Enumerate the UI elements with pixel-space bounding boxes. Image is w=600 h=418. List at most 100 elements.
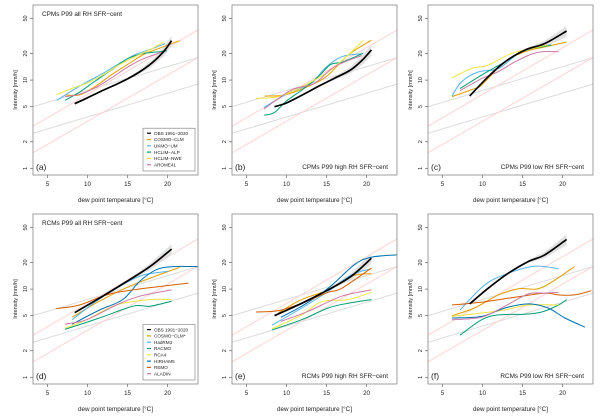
x-tick-label: 10 [283,181,290,188]
series-line-obs-1991-2020 [274,49,373,108]
series-line-arome41 [459,50,559,92]
panel-title: CPMs P99 all RH SFR−cent [42,11,122,18]
obs-uncertainty-band [469,26,567,97]
legend-entry: ALADIN [154,371,171,376]
plot-frame [427,213,594,385]
y-tick-label: 10 [418,77,424,83]
x-tick-label: 20 [164,181,171,188]
y-tick-label: 20 [23,50,29,56]
series-line-racmo [64,300,172,330]
reference-line [232,238,397,336]
y-tick-label: 5 [418,105,424,108]
x-axis-label: dew point temperature [°C] [78,196,153,204]
y-tick-label: 10 [222,77,228,83]
panel-label: (c) [431,162,441,172]
reference-line [33,266,198,363]
legend-entry: UKMO−UM [154,144,178,149]
series-line-remo [451,290,592,306]
y-axis-label: Intensity [mm/h] [408,279,414,319]
plot-frame [231,4,398,176]
legend-box [142,324,196,381]
series-line-hclim-nwe [255,39,364,99]
series-line-arome41 [263,55,362,110]
reference-line [232,57,397,108]
legend-entry: OBS 1991−2020 [154,327,189,332]
panel-c: 5 10 15 20 1 2 5 10 20 50 dew point temperature [°… [408,4,594,204]
y-axis-label: Intensity [mm/h] [212,70,218,110]
x-axis-label: dew point temperature [°C] [473,196,548,204]
reference-line [33,266,198,317]
plot-area [33,238,198,363]
x-tick-label: 15 [124,390,131,397]
y-axis-label: Intensity [mm/h] [13,70,19,110]
y-tick-label: 50 [418,15,424,21]
y-tick-label: 50 [418,224,424,230]
panel-title: RCMs P99 low RH SFR−cent [500,373,584,380]
series-line-remo [56,282,189,310]
legend-entry: RACMO [154,346,172,351]
y-tick-label: 50 [222,15,228,21]
legend-entry: COSMO−CLM* [154,334,186,339]
y-tick-label: 5 [23,105,29,108]
series-line-cosmo-clm- [451,266,575,317]
x-tick-label: 5 [46,181,50,188]
panel-d: 5 10 15 20 1 2 5 10 20 50 dew point temperature [°… [13,213,199,413]
series-line-rca4 [271,291,372,330]
y-tick-label: 50 [222,224,228,230]
series-line-hadrm3 [271,268,372,326]
y-axis-label: Intensity [mm/h] [212,279,218,319]
x-tick-label: 20 [363,181,370,188]
x-tick-label: 15 [519,390,526,397]
reference-line [33,238,198,336]
series-line-hclim-nwe [451,44,549,79]
y-tick-label: 20 [23,259,29,265]
y-tick-label: 2 [222,349,228,352]
panel-b: 5 10 15 20 1 2 5 10 20 50 dew point temperature [°… [212,4,398,204]
y-tick-label: 10 [23,77,29,83]
legend-entry: OBS 1991−2020 [154,131,189,136]
x-tick-label: 20 [164,390,171,397]
y-tick-label: 2 [418,140,424,143]
series-line-hirham5 [71,265,198,325]
reference-line [232,29,397,127]
x-tick-label: 5 [245,181,249,188]
plot-area [428,234,593,363]
x-axis-label: dew point temperature [°C] [78,405,153,413]
x-tick-label: 5 [441,390,445,397]
plot-frame [32,4,199,176]
reference-line [232,292,397,343]
panel-title: CPMs P99 high RH SFR−cent [302,164,388,171]
y-tick-label: 10 [222,286,228,292]
reference-line [232,83,397,134]
panel-label: (b) [235,162,246,172]
x-tick-label: 10 [283,390,290,397]
x-tick-label: 5 [46,390,50,397]
panel-label: (e) [235,371,246,381]
legend-entry: HIRHAM5 [154,359,175,364]
series-line-arome41 [64,51,164,98]
series-line-hclim-alp [263,53,363,116]
x-tick-label: 15 [323,390,330,397]
series-line-hclim-nwe [56,41,164,96]
y-tick-label: 5 [222,105,228,108]
y-tick-label: 1 [222,167,228,170]
y-tick-label: 2 [23,140,29,143]
legend-entry: HadRM3 [154,340,173,345]
reference-line [428,292,593,343]
y-tick-label: 10 [418,286,424,292]
y-tick-label: 5 [418,314,424,317]
series-line-obs-1991-2020 [274,257,372,317]
y-tick-label: 2 [23,349,29,352]
x-tick-label: 5 [245,390,249,397]
series-line-hclim-alp [64,50,167,101]
x-tick-label: 10 [479,390,486,397]
reference-line [33,57,198,154]
series-line-obs-1991-2020 [469,30,568,97]
y-axis-label: Intensity [mm/h] [408,70,414,110]
plot-area [428,26,593,154]
y-tick-label: 20 [222,50,228,56]
y-tick-label: 20 [222,259,228,265]
panel-f: 5 10 15 20 1 2 5 10 20 50 dew point temperature [°… [408,213,594,413]
panel-label: (d) [36,371,47,381]
